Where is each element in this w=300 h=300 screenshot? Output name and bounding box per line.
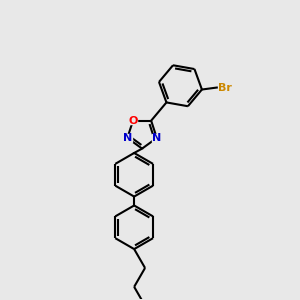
Text: O: O (128, 116, 138, 126)
Text: N: N (123, 133, 132, 143)
Bar (129, 117, 137, 124)
Bar (152, 134, 161, 142)
Bar (123, 134, 132, 142)
Text: N: N (152, 133, 161, 143)
Text: Br: Br (218, 82, 232, 92)
